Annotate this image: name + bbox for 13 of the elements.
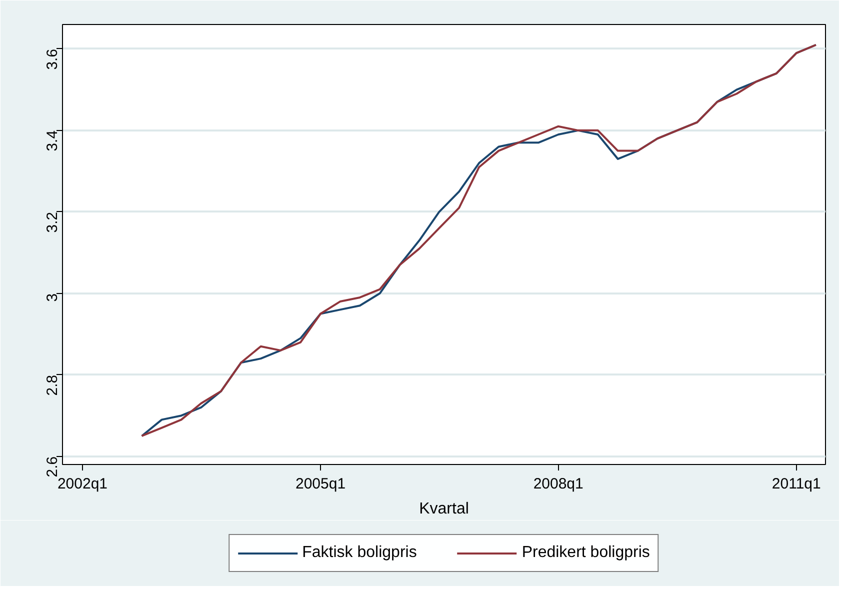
y-tick-label: 2.6 <box>44 456 61 478</box>
y-tick-label: 3.4 <box>44 130 61 152</box>
y-tick-label: 3 <box>44 293 61 302</box>
legend-label: Faktisk boligpris <box>302 544 417 562</box>
x-tick-label: 2002q1 <box>57 476 108 492</box>
legend-label: Predikert boligpris <box>522 544 650 562</box>
y-tick-label: 3.6 <box>44 48 61 70</box>
x-tick-label: 2008q1 <box>533 476 584 492</box>
x-axis-title: Kvartal <box>419 500 469 518</box>
x-tick-label: 2011q1 <box>772 476 821 492</box>
x-tick-label: 2005q1 <box>296 476 346 492</box>
y-tick-label: 3.2 <box>44 212 61 233</box>
y-tick-label: 2.8 <box>44 374 61 396</box>
